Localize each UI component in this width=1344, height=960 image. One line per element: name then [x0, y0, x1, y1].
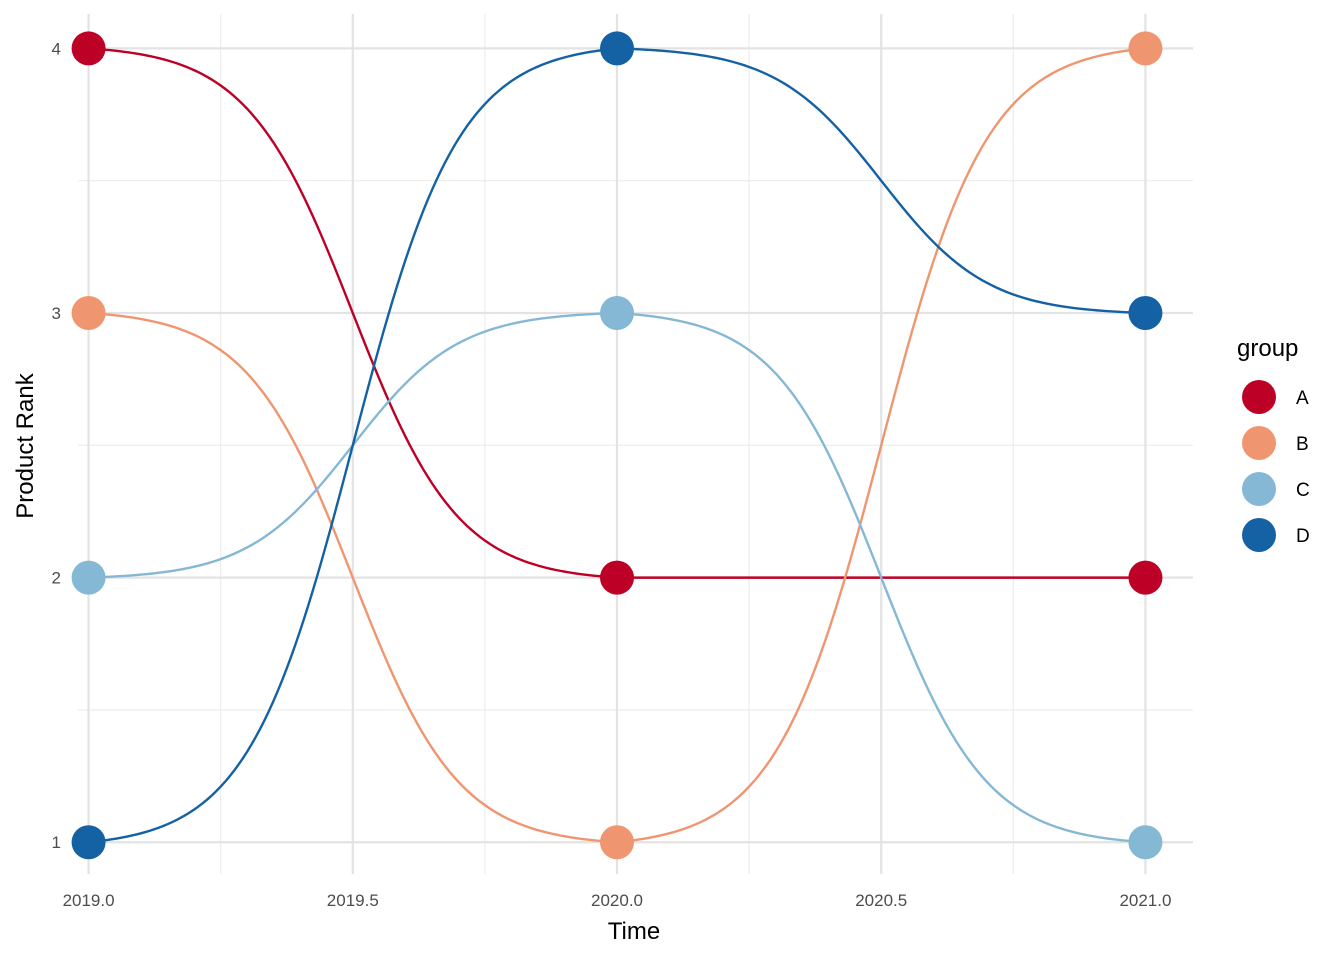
- data-point-B: [71, 296, 106, 331]
- legend-title: group: [1237, 335, 1298, 362]
- y-tick-label: 1: [52, 833, 61, 852]
- legend: group A B C D: [1237, 335, 1310, 552]
- x-axis-tick-labels: 2019.0 2019.5 2020.0 2020.5 2021.0: [63, 891, 1172, 910]
- data-point-D: [600, 31, 635, 66]
- x-tick-label: 2019.0: [63, 891, 115, 910]
- x-tick-label: 2021.0: [1119, 891, 1171, 910]
- y-axis-tick-labels: 1 2 3 4: [52, 39, 61, 852]
- y-tick-label: 3: [52, 304, 61, 323]
- data-point-B: [600, 825, 635, 860]
- y-tick-label: 2: [52, 569, 61, 588]
- x-tick-label: 2019.5: [327, 891, 379, 910]
- series-points: [71, 31, 1163, 860]
- x-tick-label: 2020.0: [591, 891, 643, 910]
- legend-key-D: [1242, 518, 1276, 552]
- legend-key-B: [1242, 426, 1276, 460]
- data-point-B: [1128, 31, 1163, 66]
- data-point-C: [71, 560, 106, 595]
- minor-gridlines: [78, 14, 1193, 874]
- data-point-C: [1128, 825, 1163, 860]
- y-tick-label: 4: [52, 39, 61, 58]
- legend-label-C: C: [1296, 480, 1310, 501]
- legend-label-A: A: [1296, 388, 1309, 409]
- x-tick-label: 2020.5: [855, 891, 907, 910]
- legend-key-A: [1242, 380, 1276, 414]
- data-point-D: [1128, 296, 1163, 331]
- legend-label-B: B: [1296, 434, 1309, 455]
- x-axis-title: Time: [608, 918, 660, 945]
- data-point-A: [1128, 560, 1163, 595]
- y-axis-title: Product Rank: [12, 372, 39, 518]
- legend-label-D: D: [1296, 526, 1310, 547]
- data-point-A: [71, 31, 106, 66]
- data-point-D: [71, 825, 106, 860]
- data-point-C: [600, 296, 635, 331]
- major-gridlines: [78, 14, 1193, 874]
- data-point-A: [600, 560, 635, 595]
- legend-key-C: [1242, 472, 1276, 506]
